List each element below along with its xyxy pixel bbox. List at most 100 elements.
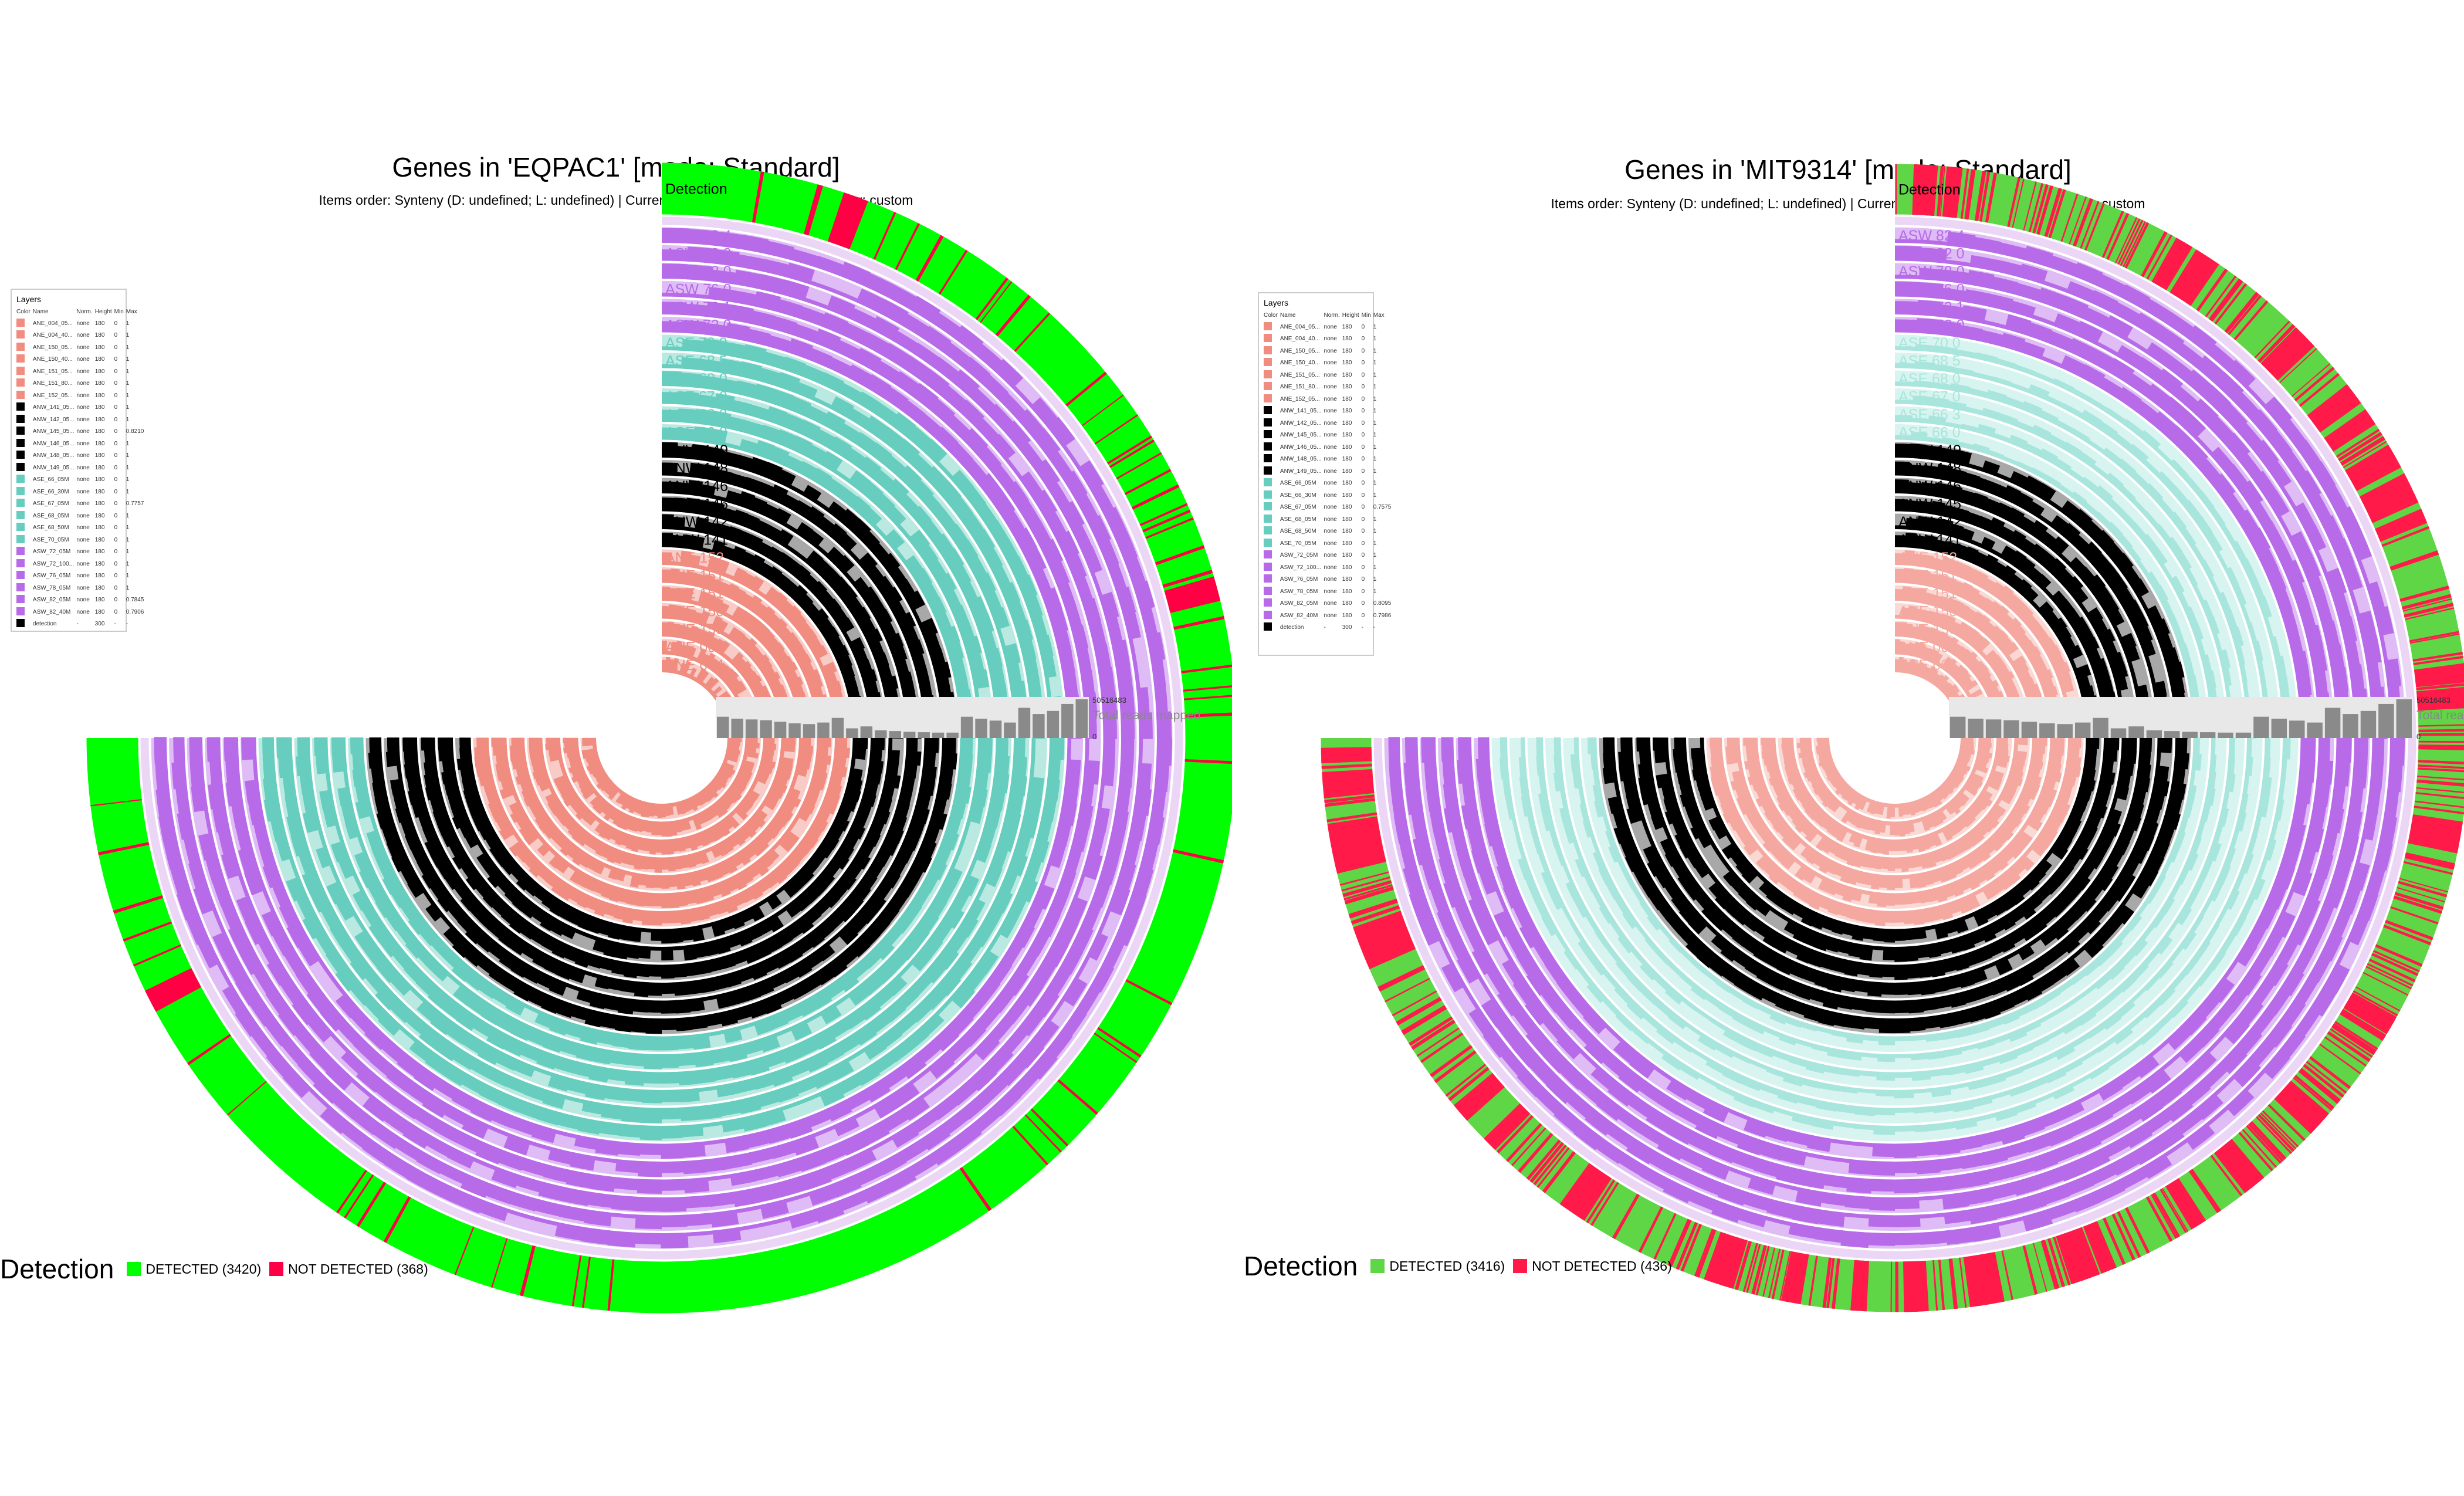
layer-ring-ane-coverage (1757, 847, 1766, 857)
layer-ring-asw-coverage (1120, 713, 1135, 739)
layer-ring-ane-coverage (1957, 790, 1970, 803)
layer-row[interactable]: ASW_82_40M none 180 0 0.7906 (16, 606, 146, 618)
layer-color-swatch[interactable] (16, 534, 25, 543)
layer-height: 180 (94, 380, 105, 387)
layer-ring-asw-coverage (1920, 1230, 1948, 1245)
layer-row[interactable]: ANW_141_05... none 180 0 1 (16, 402, 146, 414)
layer-ring-ase-coverage (465, 969, 487, 991)
layer-color-swatch[interactable] (16, 475, 25, 483)
layer-row[interactable]: ASE_68_05M none 180 0 1 (16, 510, 146, 522)
layer-ring-ane-coverage (1976, 793, 1993, 807)
layer-color-swatch[interactable] (16, 366, 25, 375)
layer-color-swatch[interactable] (16, 619, 25, 628)
layer-ring-ase-coverage (1756, 1003, 1774, 1016)
layer-color-swatch[interactable] (16, 427, 25, 435)
layer-ring-ane-coverage (672, 802, 676, 807)
layer-row[interactable]: ANW_145_05... none 180 0 0.8210 (16, 426, 146, 438)
layer-color-swatch[interactable] (16, 595, 25, 604)
layer-color-swatch[interactable] (16, 607, 25, 615)
layer-ring-ase-coverage (997, 537, 1019, 563)
layer-row[interactable]: ANE_150_40... none 180 0 1 (16, 354, 146, 366)
layer-ring-anw-coverage (864, 830, 881, 848)
layer-ring-ase-coverage (1912, 395, 1932, 406)
layer-color-swatch[interactable] (16, 486, 25, 495)
layer-ring-asw-coverage (543, 1164, 570, 1183)
layer-ring-anw-coverage (1989, 919, 2005, 935)
layer-row[interactable]: ASE_68_50M none 180 0 1 (16, 522, 146, 534)
layer-color-swatch[interactable] (16, 438, 25, 447)
layer-color-swatch[interactable] (16, 499, 25, 507)
layer-ring-ane-coverage (725, 752, 739, 759)
layer-color-swatch[interactable] (16, 354, 25, 363)
layer-color-swatch[interactable] (16, 559, 25, 567)
layer-row[interactable]: ANE_150_05... none 180 0 1 (16, 341, 146, 354)
layer-ring-asw-coverage (803, 297, 829, 310)
layer-row[interactable]: ANW_148_05... none 180 0 1 (16, 450, 146, 462)
layer-row[interactable]: ANE_152_05... none 180 0 1 (16, 390, 146, 402)
layer-color-swatch[interactable] (16, 547, 25, 556)
layer-row[interactable]: ASW_72_100... none 180 0 1 (16, 558, 146, 570)
layer-row[interactable]: ASE_67_05M none 180 0 0.7757 (16, 498, 146, 510)
layer-row[interactable]: detection -300- - (16, 618, 146, 631)
layer-row[interactable]: ASW_82_05M none 180 0 0.7845 (16, 594, 146, 607)
layer-row[interactable]: ANE_004_05... none 180 0 1 (16, 317, 146, 330)
layer-ring-ane-coverage (1855, 814, 1865, 829)
layer-color-swatch[interactable] (16, 451, 25, 459)
detection-ring[interactable] (1321, 164, 2464, 1312)
total-reads-bar (875, 730, 887, 738)
layer-row[interactable]: ASE_66_05M none 180 0 1 (16, 474, 146, 486)
layer-color-swatch[interactable] (16, 462, 25, 471)
layer-ring-anw-coverage (2028, 914, 2047, 935)
layer-color-swatch[interactable] (16, 318, 25, 327)
layer-color-swatch[interactable] (16, 378, 25, 387)
layer-ring-ase-coverage (1016, 574, 1038, 600)
layer-ring-anw-coverage (541, 994, 561, 1014)
layer-row[interactable]: ASW_78_05M none 180 0 1 (16, 582, 146, 594)
layer-row[interactable]: ANW_149_05... none 180 0 1 (16, 462, 146, 474)
layer-color-swatch[interactable] (16, 523, 25, 532)
layer-row[interactable]: ASE_70_05M none 180 0 1 (16, 534, 146, 546)
layer-row[interactable]: ASW_72_05M none 180 0 1 (16, 546, 146, 559)
layer-ring-ane-coverage (1822, 761, 1835, 770)
layer-color-swatch[interactable] (16, 414, 25, 423)
layer-ring-ase-coverage (2033, 371, 2056, 384)
layer-ring-ase-coverage (1975, 352, 1998, 364)
layers-legend[interactable]: Layers Color Name Norm. Height Min Max A… (11, 289, 144, 632)
layer-color-swatch[interactable] (16, 330, 25, 339)
layer-row[interactable]: ASE_66_30M none 180 0 1 (16, 486, 146, 498)
layer-row[interactable]: ANE_004_40... none 180 0 1 (16, 330, 146, 342)
total-reads-bar (803, 724, 815, 738)
layer-ring-ane-coverage (1946, 688, 1960, 700)
layer-ring-ane-coverage (742, 844, 756, 859)
layer-ring-asw-coverage (752, 1164, 779, 1182)
layer-ring-ase-coverage (1911, 1070, 1931, 1081)
layer-ring-asw-coverage (942, 341, 971, 368)
layer-color-swatch[interactable] (16, 402, 25, 411)
layer-row[interactable]: ANE_151_80... none 180 0 1 (16, 378, 146, 390)
layer-color-swatch[interactable] (16, 510, 25, 519)
layer-ring-ase-coverage (680, 373, 701, 388)
layer-ring-asw-coverage (2066, 281, 2095, 303)
layer-color-swatch[interactable] (16, 583, 25, 591)
layer-ring-ane-coverage (1916, 872, 1927, 888)
detection-ring[interactable] (86, 163, 1233, 1314)
layer-ring-ane-coverage (1788, 774, 1802, 785)
layer-row[interactable]: ANE_151_05... none 180 0 1 (16, 365, 146, 378)
layer-row[interactable]: ANW_146_05... none 180 0 1 (16, 438, 146, 450)
layers-legend-title: Layers (16, 295, 42, 304)
layer-ring-anw-coverage (1809, 987, 1827, 1003)
layer-ring-ase-coverage (1987, 449, 2005, 460)
layer-color-swatch[interactable] (16, 342, 25, 351)
layer-row[interactable]: ASW_76_05M none 180 0 1 (16, 570, 146, 583)
layer-color-swatch[interactable] (16, 390, 25, 399)
layer-ring-ase-coverage (645, 1035, 662, 1051)
layer-row[interactable]: ANW_142_05... none 180 0 1 (16, 414, 146, 426)
layer-ring-ase-coverage (2182, 955, 2200, 976)
layer-norm: none (76, 452, 90, 459)
layer-color-swatch[interactable] (16, 571, 25, 580)
layer-ring-ane-coverage (1877, 892, 1887, 908)
detection-ring-not-detected (803, 184, 821, 235)
